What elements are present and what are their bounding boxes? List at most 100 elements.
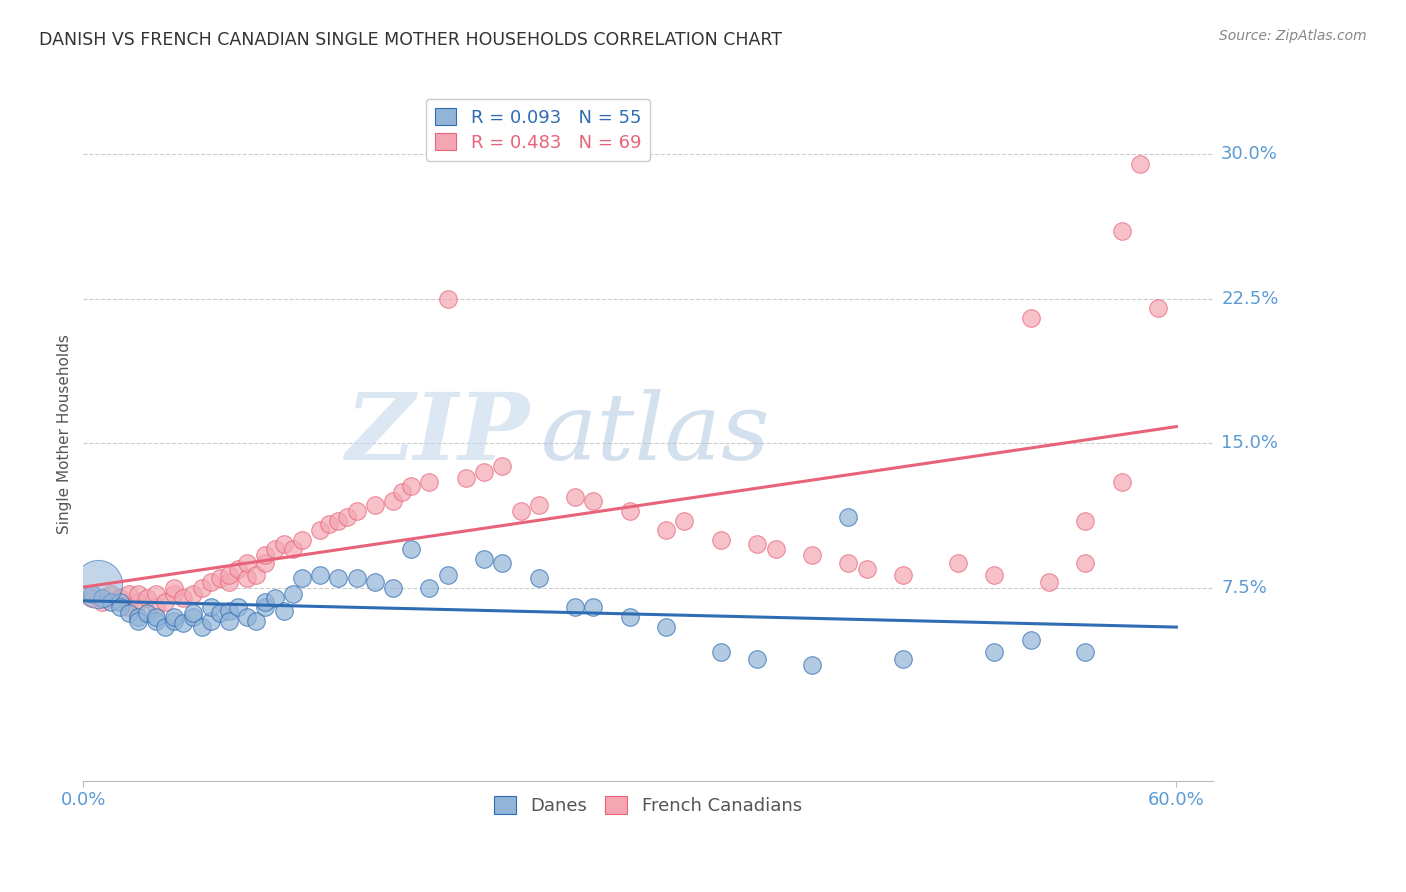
Point (472, 465, 495, 479)
Point (336, 509, 359, 524)
Point (582, 600, 605, 615)
Point (127, 587, 149, 601)
Text: 7.5%: 7.5% (1222, 579, 1267, 597)
Text: DANISH VS FRENCH CANADIAN SINGLE MOTHER HOUSEHOLDS CORRELATION CHART: DANISH VS FRENCH CANADIAN SINGLE MOTHER … (39, 31, 782, 49)
Point (801, 658, 824, 673)
Point (1074, 514, 1097, 528)
Point (163, 581, 186, 595)
Point (245, 614, 267, 628)
Point (946, 556, 969, 570)
Point (1019, 310, 1042, 325)
Point (346, 504, 368, 518)
Point (245, 567, 267, 582)
Point (472, 552, 495, 566)
Text: 30.0%: 30.0% (1222, 145, 1278, 163)
Point (136, 591, 159, 605)
Point (200, 575, 222, 590)
Point (118, 600, 141, 615)
Text: Source: ZipAtlas.com: Source: ZipAtlas.com (1219, 29, 1367, 43)
Point (173, 591, 195, 605)
Point (673, 514, 696, 528)
Point (747, 652, 769, 666)
Point (82, 591, 104, 605)
Point (509, 504, 531, 518)
Text: atlas: atlas (541, 389, 770, 479)
Point (454, 471, 477, 485)
Point (100, 594, 122, 608)
Point (436, 292, 458, 306)
Point (254, 548, 277, 562)
Point (564, 600, 586, 615)
Point (983, 567, 1005, 582)
Point (364, 498, 387, 512)
Point (710, 645, 733, 659)
Point (328, 571, 350, 585)
Point (254, 600, 277, 615)
Point (619, 504, 641, 518)
Point (491, 459, 513, 474)
Point (190, 620, 212, 634)
Point (155, 594, 177, 608)
Point (1129, 156, 1152, 170)
Point (346, 571, 368, 585)
Point (254, 556, 277, 570)
Point (983, 645, 1005, 659)
Point (90, 594, 112, 608)
Point (281, 587, 304, 601)
Point (82, 587, 104, 601)
Point (163, 610, 186, 624)
Point (273, 604, 295, 618)
Point (190, 581, 212, 595)
Point (200, 600, 222, 615)
Point (145, 610, 167, 624)
Point (1111, 475, 1133, 489)
Point (145, 600, 167, 615)
Point (118, 587, 141, 601)
Point (318, 517, 340, 532)
Point (254, 594, 277, 608)
Point (391, 484, 413, 499)
Point (226, 562, 249, 576)
Point (218, 604, 240, 618)
Point (236, 571, 259, 585)
Point (118, 606, 141, 620)
Point (181, 606, 204, 620)
Point (564, 491, 586, 505)
Point (127, 614, 149, 628)
Point (1074, 556, 1097, 570)
Point (218, 614, 240, 628)
Point (582, 494, 605, 508)
Point (710, 533, 733, 547)
Point (436, 567, 458, 582)
Point (309, 567, 332, 582)
Point (100, 587, 122, 601)
Point (891, 652, 914, 666)
Point (281, 542, 304, 557)
Point (208, 606, 231, 620)
Point (801, 548, 824, 562)
Point (1038, 575, 1060, 590)
Point (1147, 301, 1170, 316)
Point (218, 567, 240, 582)
Point (527, 571, 550, 585)
Point (127, 610, 149, 624)
Point (418, 581, 440, 595)
Point (163, 614, 186, 628)
Point (236, 556, 259, 570)
Point (136, 606, 159, 620)
Point (263, 542, 285, 557)
Point (163, 587, 186, 601)
Point (491, 556, 513, 570)
Point (399, 542, 422, 557)
Point (399, 479, 422, 493)
Y-axis label: Single Mother Households: Single Mother Households (58, 334, 72, 533)
Legend: Danes, French Canadians: Danes, French Canadians (485, 788, 811, 824)
Point (747, 536, 769, 550)
Point (382, 494, 405, 508)
Point (145, 614, 167, 628)
Point (328, 514, 350, 528)
Point (765, 542, 787, 557)
Point (291, 533, 314, 547)
Point (837, 556, 859, 570)
Point (1074, 645, 1097, 659)
